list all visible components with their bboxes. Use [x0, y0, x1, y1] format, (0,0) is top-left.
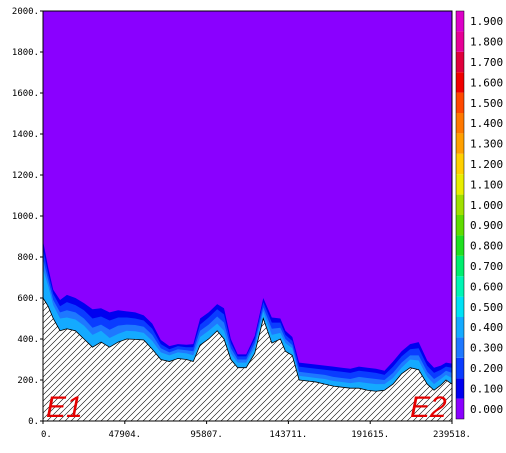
colorbar-swatch-1.400 [456, 113, 464, 134]
y-tick-label: 1600. [12, 89, 39, 99]
colorbar-swatch-0.200 [456, 357, 464, 379]
colorbar-label: 1.200 [470, 158, 503, 171]
y-tick-label: 0. [28, 417, 39, 427]
colorbar-label: 0.800 [470, 240, 503, 253]
x-tick-label: 95807. [190, 430, 223, 440]
colorbar-swatch-1.900 [456, 11, 464, 32]
y-tick-label: 1800. [12, 48, 39, 58]
colorbar-swatch-0.300 [456, 337, 464, 358]
y-tick-label: 1200. [12, 171, 39, 181]
colorbar-label: 0.500 [470, 301, 503, 314]
y-tick-label: 1400. [12, 130, 39, 140]
colorbar-swatch-0.800 [456, 235, 464, 256]
colorbar-swatch-0.900 [456, 215, 464, 236]
colorbar-label: 1.700 [470, 56, 503, 69]
colorbar-swatch-1.300 [456, 133, 464, 154]
colorbar-swatch-1.000 [456, 194, 464, 215]
x-tick-label: 239518. [433, 430, 471, 440]
colorbar-swatch-1.600 [456, 72, 464, 93]
y-tick-label: 600. [17, 294, 39, 304]
colorbar-label: 1.500 [470, 97, 503, 110]
colorbar-swatch-0.000 [456, 398, 464, 419]
colorbar-label: 1.400 [470, 117, 503, 130]
colorbar-swatch-0.500 [456, 296, 464, 317]
colorbar-label: 1.100 [470, 178, 503, 191]
plot-area [43, 11, 452, 421]
colorbar-swatch-1.700 [456, 51, 464, 73]
colorbar-label: 0.200 [470, 362, 503, 375]
y-tick-label: 800. [17, 253, 39, 263]
y-tick-label: 2000. [12, 7, 39, 17]
colorbar-swatch-1.100 [456, 174, 464, 195]
colorbar-label: 1.800 [470, 36, 503, 49]
colorbar-swatch-1.200 [456, 153, 464, 175]
colorbar-label: 1.900 [470, 15, 503, 28]
x-axis: 0. 47904. 95807. 143711. 191615. 239518. [41, 421, 471, 440]
x-tick-label: 0. [41, 430, 52, 440]
colorbar-label: 1.000 [470, 199, 503, 212]
colorbar-label: 0.900 [470, 219, 503, 232]
colorbar-label: 0.400 [470, 321, 503, 334]
y-tick-label: 200. [17, 376, 39, 386]
colorbar-label: 1.600 [470, 76, 503, 89]
x-tick-label: 47904. [109, 430, 142, 440]
colorbar-swatch-0.400 [456, 317, 464, 338]
x-tick-label: 143711. [269, 430, 307, 440]
colorbar-frame [455, 10, 465, 420]
y-tick-label: 1000. [12, 212, 39, 222]
colorbar-label: 0.000 [470, 403, 503, 416]
annotation-e1: E1 [46, 391, 83, 424]
y-tick-label: 400. [17, 335, 39, 345]
colorbar-label: 1.300 [470, 138, 503, 151]
annotation-e2: E2 [410, 391, 447, 424]
y-axis: 0. 200. 400. 600. 800. 1000. 1200. 1400. 1600. 18… [12, 7, 43, 427]
colorbar-swatch-1.500 [456, 92, 464, 113]
colorbar-swatch-0.100 [456, 378, 464, 399]
colorbar-label: 0.600 [470, 280, 503, 293]
colorbar-swatch-0.700 [456, 255, 464, 277]
colorbar-swatch-0.600 [456, 276, 464, 297]
colorbar-label: 0.700 [470, 260, 503, 273]
colorbar-label: 0.100 [470, 382, 503, 395]
colorbar-swatch-1.800 [456, 31, 464, 52]
x-tick-label: 191615. [351, 430, 389, 440]
terrain-profile [43, 297, 452, 421]
colorbar-label: 0.300 [470, 342, 503, 355]
colorbar: 0.000 0.100 0.200 0.300 0.400 0.500 0.600 0.700… [455, 10, 503, 420]
